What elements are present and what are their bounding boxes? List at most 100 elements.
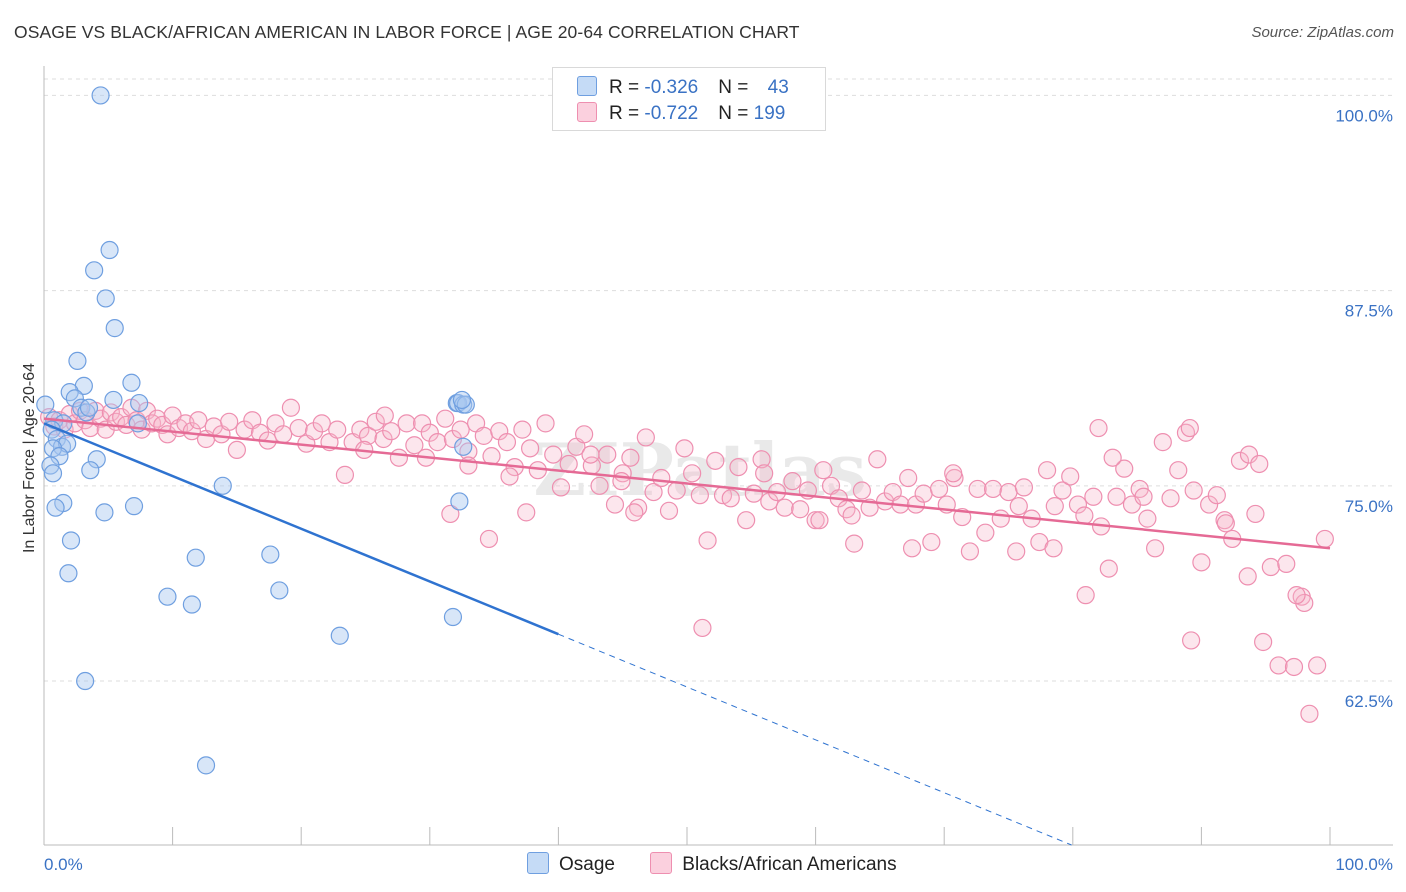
- x-tick-label: 100.0%: [1335, 855, 1393, 874]
- black-point: [304, 422, 324, 441]
- black-point: [1300, 704, 1319, 723]
- black-point: [1287, 586, 1306, 605]
- black-point: [375, 406, 394, 425]
- black-point: [1076, 586, 1095, 605]
- black-point: [474, 426, 493, 445]
- black-point: [521, 439, 540, 458]
- black-point: [1246, 504, 1265, 524]
- black-point: [667, 481, 686, 500]
- legend-n-label: N =: [718, 77, 754, 98]
- black-point: [914, 484, 933, 503]
- black-point: [479, 529, 499, 549]
- osage-point: [65, 389, 84, 408]
- osage-point: [81, 461, 100, 480]
- black-point: [929, 479, 949, 499]
- black-point: [358, 426, 378, 445]
- black-point: [1089, 418, 1108, 438]
- black-point: [1269, 656, 1288, 675]
- black-point: [1053, 481, 1072, 500]
- black-point: [382, 422, 401, 441]
- black-point: [783, 472, 802, 491]
- black-point: [1134, 487, 1153, 506]
- gridlines: [44, 78, 1393, 682]
- black-point: [721, 489, 740, 508]
- black-point: [775, 498, 794, 517]
- legend-r-label: R =: [609, 103, 645, 124]
- black-point: [436, 409, 455, 428]
- osage-point: [95, 503, 114, 522]
- black-point: [1277, 554, 1296, 574]
- black-point: [1153, 433, 1172, 452]
- osage-trend-line: [43, 422, 559, 636]
- osage-point: [450, 492, 469, 511]
- black-point: [1182, 631, 1201, 650]
- black-point: [991, 509, 1010, 528]
- y-tick-label: 75.0%: [1345, 497, 1393, 516]
- black-point: [1230, 451, 1250, 470]
- y-tick-label: 62.5%: [1345, 692, 1393, 711]
- black-point: [810, 511, 829, 530]
- osage-point: [100, 240, 119, 260]
- bottom-legend-black: Blacks/African Americans: [650, 852, 897, 876]
- bottom-legend-osage-label: Osage: [559, 854, 615, 875]
- black-point: [693, 618, 712, 638]
- osage-point: [182, 595, 201, 614]
- black-point: [281, 398, 301, 417]
- black-point: [899, 468, 918, 488]
- black-point: [652, 468, 671, 488]
- black-point: [659, 501, 679, 520]
- osage-point: [124, 497, 144, 516]
- black-point: [405, 436, 424, 455]
- black-point: [902, 539, 922, 558]
- black-point: [968, 479, 987, 499]
- black-point: [976, 523, 995, 542]
- osage-point: [130, 393, 149, 413]
- black-point: [755, 464, 774, 483]
- black-point: [420, 423, 439, 442]
- y-axis-label: In Labor Force | Age 20-64: [21, 363, 38, 553]
- osage-point: [443, 607, 463, 627]
- osage-point: [61, 531, 81, 550]
- trend-lines: [43, 417, 1331, 846]
- black-point: [397, 414, 416, 433]
- osage-point: [76, 671, 95, 691]
- black-point: [220, 412, 239, 431]
- osage-point: [87, 450, 106, 469]
- bottom-legend-black-label: Blacks/African Americans: [682, 854, 897, 875]
- black-point: [1216, 514, 1235, 533]
- black-point: [729, 457, 748, 477]
- legend-n-value: 43: [767, 77, 789, 98]
- black-point: [621, 448, 640, 467]
- osage-point: [85, 261, 104, 280]
- black-point: [1254, 632, 1273, 652]
- black-point: [412, 414, 432, 433]
- black-point: [428, 433, 447, 452]
- black-point: [1107, 487, 1126, 506]
- black-point: [1115, 459, 1134, 478]
- black-point: [189, 411, 208, 430]
- black-point: [182, 422, 201, 441]
- black-point: [1068, 495, 1088, 514]
- black-point: [536, 414, 555, 433]
- black-point: [922, 532, 941, 552]
- black-point: [683, 464, 702, 483]
- black-point: [1169, 461, 1188, 480]
- series-black-points: [40, 398, 1334, 723]
- black-point: [1180, 418, 1199, 438]
- black-point: [312, 414, 331, 433]
- osage-point: [104, 390, 123, 410]
- osage-point: [105, 319, 124, 338]
- black-point: [551, 478, 571, 497]
- black-point: [999, 482, 1018, 502]
- black-point: [1207, 486, 1226, 505]
- black-point: [590, 476, 609, 495]
- black-point: [752, 450, 771, 469]
- osage-point: [186, 548, 205, 567]
- black-trend-line: [43, 417, 1331, 550]
- black-point: [744, 484, 763, 503]
- black-point: [227, 440, 246, 460]
- osage-trend-extension: [558, 633, 1072, 846]
- osage-point: [454, 437, 473, 456]
- black-point: [1007, 542, 1026, 561]
